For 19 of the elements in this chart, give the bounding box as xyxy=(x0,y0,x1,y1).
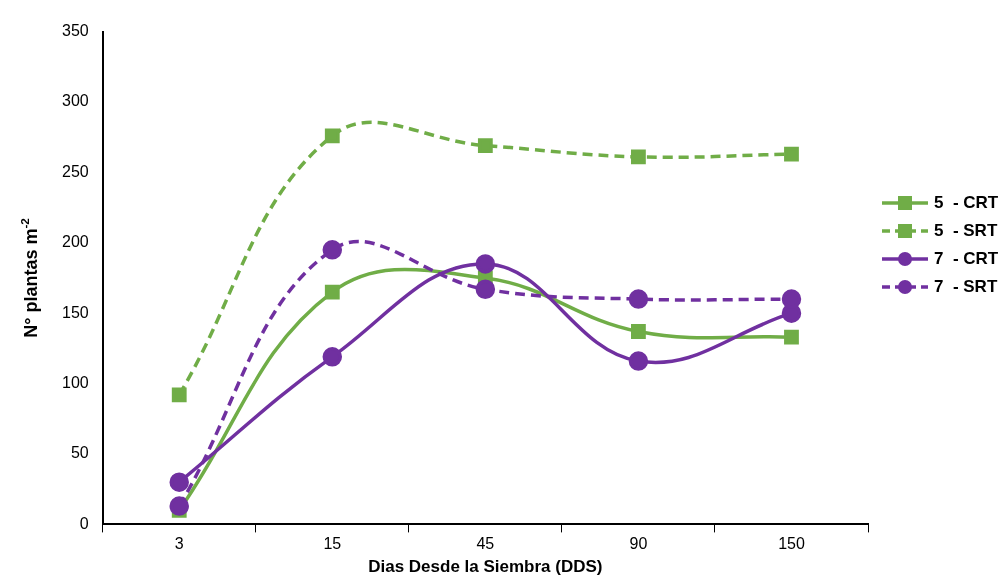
x-tick-label: 3 xyxy=(174,535,184,553)
y-tick-label: 50 xyxy=(70,444,89,462)
x-tick-label: 15 xyxy=(323,535,342,553)
legend-label: 7 - CRT xyxy=(934,249,999,269)
y-tick-label: 200 xyxy=(61,233,89,251)
x-tick-label: 150 xyxy=(778,535,805,553)
legend-label: 5 - CRT xyxy=(934,193,999,213)
x-tick-label: 45 xyxy=(476,535,495,553)
y-tick-label: 300 xyxy=(61,92,89,110)
y-tick-label: 100 xyxy=(61,374,89,392)
x-axis-title: Dias Desde la Siembra (DDS) xyxy=(368,557,603,577)
y-tick-label: 0 xyxy=(79,514,89,532)
x-tick-label: 90 xyxy=(629,535,648,553)
y-tick-label: 250 xyxy=(61,162,89,180)
y-axis-title: N° plantas m-2 xyxy=(17,217,41,338)
legend-label: 7 - SRT xyxy=(934,277,998,297)
legend-label: 5 - SRT xyxy=(934,221,998,241)
y-tick-label: 350 xyxy=(61,22,89,40)
y-tick-label: 150 xyxy=(61,303,89,321)
